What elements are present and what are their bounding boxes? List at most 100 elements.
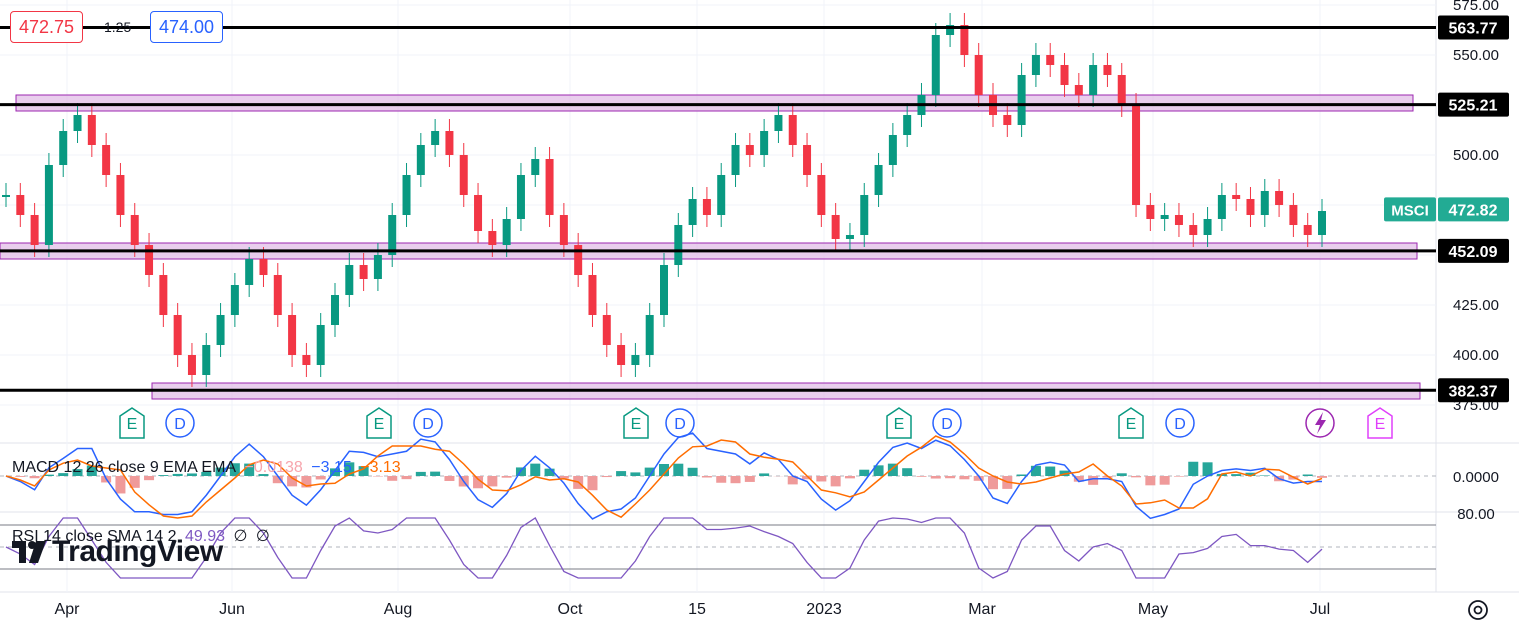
candle-body: [803, 145, 812, 175]
candle-body: [302, 355, 311, 365]
dividend-marker[interactable]: D: [665, 408, 695, 438]
earnings-marker[interactable]: E: [623, 407, 649, 439]
symbol-label: MSCI: [1391, 202, 1429, 219]
price-axis-tick: 575.00: [1453, 0, 1499, 14]
macd-hist-bar: [844, 476, 855, 479]
macd-hist-bar: [215, 467, 226, 476]
candle-body: [1189, 225, 1198, 235]
macd-legend[interactable]: MACD 12 26 close 9 EMA EMA −0.0138 −3.15…: [12, 459, 405, 477]
candle-body: [1031, 55, 1040, 75]
bid-price[interactable]: 472.75: [10, 11, 84, 43]
event-marker-label: D: [422, 416, 434, 433]
candle-body: [731, 145, 740, 175]
earnings-marker[interactable]: E: [119, 407, 145, 439]
candle-body: [402, 175, 411, 215]
macd-hist-bar: [716, 476, 727, 483]
candle-body: [717, 175, 726, 215]
macd-hist-bar: [287, 476, 298, 487]
event-marker-label: D: [674, 416, 686, 433]
earnings-marker[interactable]: E: [1118, 407, 1144, 439]
macd-hist-bar: [816, 476, 827, 482]
candle-body: [388, 215, 397, 255]
bolt-icon-path: [1315, 412, 1326, 434]
macd-hist-bar: [315, 476, 326, 480]
macd-hist-bar: [1245, 472, 1256, 476]
candle-body: [1046, 55, 1055, 65]
macd-hist-bar: [873, 465, 884, 476]
candle-body: [1146, 205, 1155, 219]
macd-hist-bar: [644, 467, 655, 476]
event-marker-label: E: [631, 416, 642, 433]
macd-hist-bar: [616, 471, 627, 476]
settings-icon: [1468, 600, 1488, 620]
candle-body: [87, 115, 96, 145]
rsi-value: 49.93: [184, 528, 226, 545]
earnings-marker[interactable]: E: [1367, 407, 1393, 439]
candle-body: [230, 285, 239, 315]
candle-body: [960, 25, 969, 55]
event-marker-shape: [1165, 408, 1195, 438]
ask-price[interactable]: 474.00: [150, 11, 224, 43]
price-level-tag: [1438, 92, 1509, 117]
price-level-label: 452.09: [1449, 244, 1498, 261]
macd-hist-bar: [701, 476, 712, 478]
candle-body: [474, 195, 483, 231]
macd-hist-bar: [43, 474, 54, 476]
macd-hist-bar: [86, 465, 97, 476]
candle-body: [588, 275, 597, 315]
macd-hist-bar: [959, 476, 970, 480]
candle-body: [416, 145, 425, 175]
candle-body: [159, 275, 168, 315]
event-marker-label: D: [941, 416, 953, 433]
candle-body: [145, 245, 154, 275]
macd-hist-bar: [587, 476, 598, 491]
candle-body: [202, 345, 211, 375]
macd-hist-bar: [129, 476, 140, 488]
candle-body: [903, 115, 912, 135]
time-axis-label: Jul: [1310, 601, 1330, 618]
macd-hist-bar: [1173, 476, 1184, 477]
macd-hist-bar: [487, 476, 498, 487]
time-axis-label: Oct: [558, 601, 583, 618]
candle-body: [1174, 215, 1183, 225]
rsi-na-2: ∅: [255, 528, 270, 545]
macd-hist-bar: [802, 476, 813, 480]
dividend-marker[interactable]: D: [1165, 408, 1195, 438]
candle-body: [44, 165, 53, 245]
bolt-icon[interactable]: [1305, 408, 1335, 438]
macd-hist-bar: [530, 463, 541, 476]
macd-hist-bar: [415, 471, 426, 476]
candle-body: [1246, 199, 1255, 215]
earnings-marker-shape: [119, 407, 145, 439]
candle-body: [1003, 115, 1012, 125]
macd-hist-bar: [1016, 474, 1027, 476]
earnings-marker[interactable]: E: [886, 407, 912, 439]
dividend-marker[interactable]: D: [165, 408, 195, 438]
rsi-legend[interactable]: RSI 14 close SMA 14 2 49.93 ∅ ∅: [12, 526, 274, 546]
dividend-marker[interactable]: D: [413, 408, 443, 438]
time-axis-label: May: [1138, 601, 1168, 618]
candle-body: [602, 315, 611, 345]
candle-body: [245, 259, 254, 285]
macd-hist-bar: [272, 476, 283, 484]
candle-body: [774, 115, 783, 131]
macd-hist-bar: [659, 464, 669, 476]
event-marker-label: E: [127, 416, 138, 433]
macd-hist-bar: [172, 473, 183, 476]
earnings-marker[interactable]: E: [366, 407, 392, 439]
candle-body: [288, 315, 297, 355]
macd-hist-bar: [759, 473, 770, 476]
candle-body: [359, 265, 368, 279]
macd-hist-bar: [144, 476, 155, 481]
macd-hist-bar: [358, 466, 369, 476]
macd-hist-bar: [1202, 462, 1213, 476]
dividend-marker[interactable]: D: [932, 408, 962, 438]
candle-body: [130, 215, 139, 245]
chart-settings-button[interactable]: [1464, 596, 1492, 624]
macd-hist-bar: [330, 468, 340, 476]
candle-body: [1089, 65, 1098, 95]
macd-hist-bar: [830, 476, 841, 487]
macd-hist-bar: [930, 476, 941, 479]
candle-body: [845, 235, 854, 239]
